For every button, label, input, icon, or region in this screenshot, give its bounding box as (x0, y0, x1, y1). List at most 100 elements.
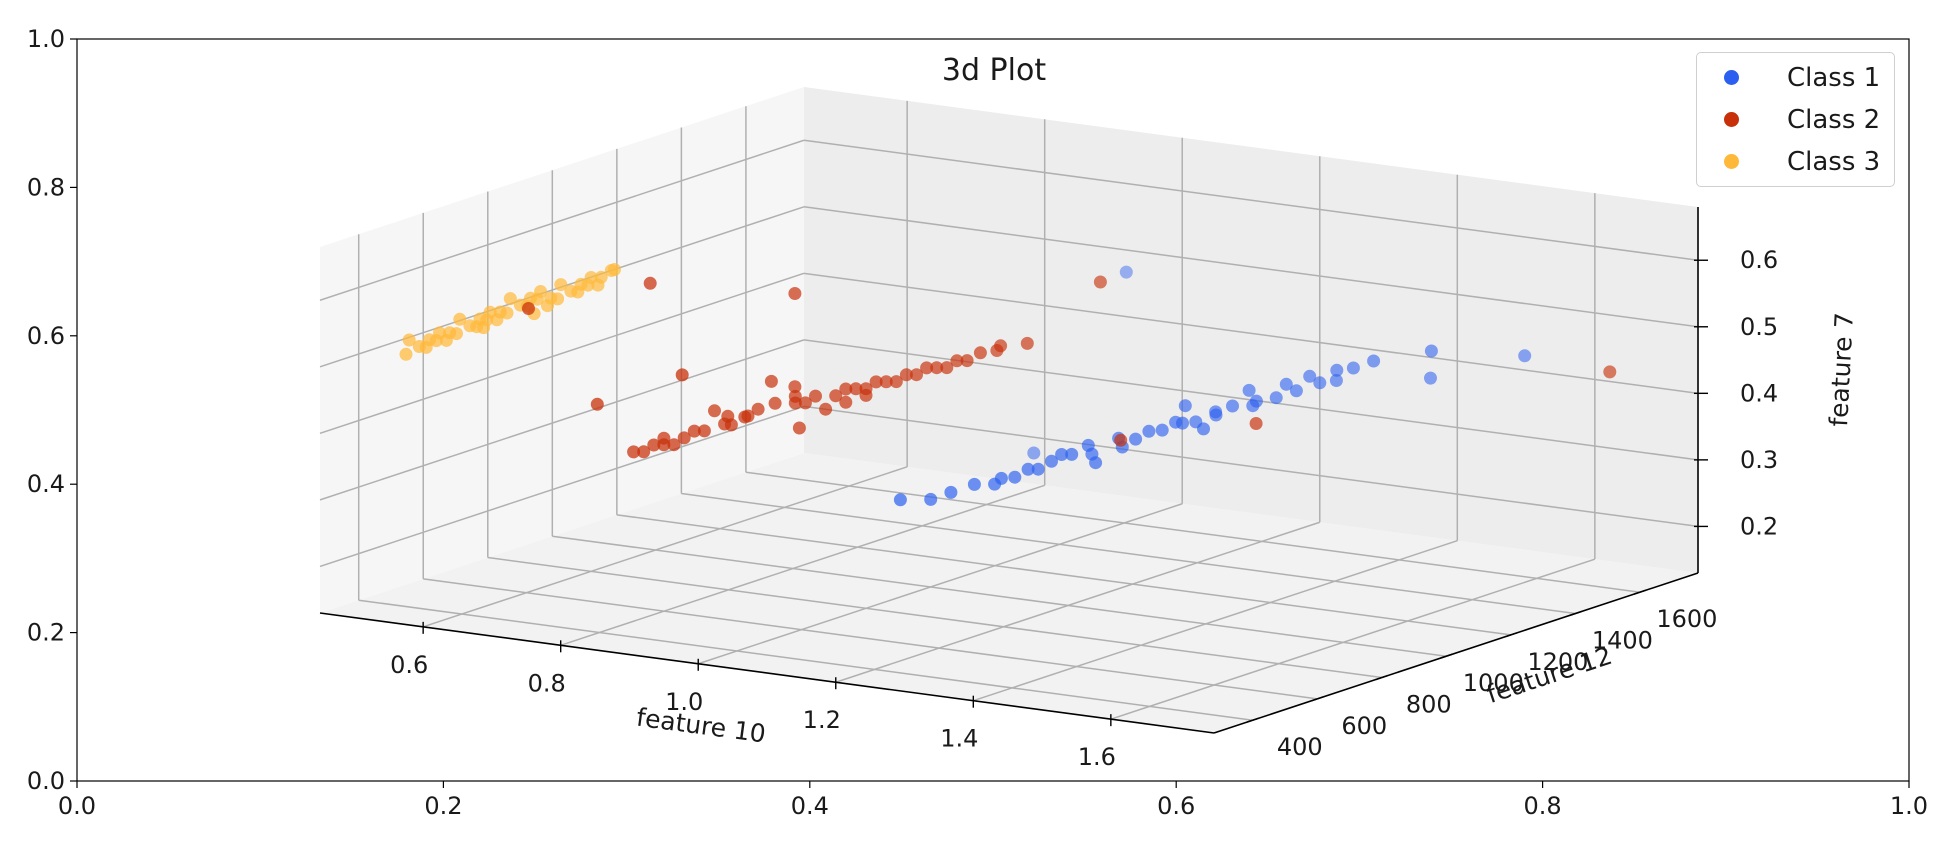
grid-x-floor (973, 539, 1458, 702)
data-point-class-1 (1249, 394, 1263, 408)
x-tick-label: 0.6 (390, 651, 428, 679)
grid-y-floor (552, 535, 1447, 657)
data-point-class-1 (1424, 371, 1437, 385)
legend-marker-class-3 (1724, 154, 1739, 169)
data-point-class-1 (1313, 376, 1327, 390)
x-axis-line (319, 612, 1215, 734)
data-point-class-1 (1155, 423, 1169, 437)
grid-y-floor (423, 578, 1318, 700)
data-point-class-2 (889, 375, 903, 389)
data-point-class-2 (788, 380, 802, 394)
data-point-class-2 (829, 389, 843, 403)
data-point-class-2 (788, 287, 802, 300)
legend-label-class-3: Class 3 (1787, 147, 1881, 177)
data-point-class-1 (1226, 399, 1239, 413)
y-tick-label: 1200 (1527, 648, 1588, 676)
legend-marker-class-2 (1724, 112, 1739, 127)
z-tick-label: 0.5 (1740, 313, 1778, 341)
data-point-class-1 (1142, 424, 1156, 438)
chart-title: 3d Plot (942, 53, 1046, 88)
data-point-class-2 (667, 438, 681, 452)
data-point-class-1 (1269, 391, 1283, 405)
3d-gridlines (319, 100, 1699, 721)
x-tick-label: 1.0 (665, 688, 703, 716)
grid-x-floor (1110, 558, 1596, 720)
data-point-class-2 (697, 424, 711, 438)
data-point-class-2 (627, 445, 641, 459)
data-point-class-2 (788, 396, 802, 410)
legend-label-class-1: Class 1 (1787, 63, 1881, 93)
y-tick-label: 1000 (1463, 669, 1524, 697)
data-point-class-1 (1329, 374, 1343, 387)
data-point-class-2 (1114, 433, 1128, 447)
data-point-class-2 (879, 375, 893, 389)
data-point-class-3 (490, 313, 504, 327)
data-point-class-1 (1279, 377, 1293, 391)
outer-y-tick-label: 0.0 (27, 767, 65, 795)
z-tick-label: 0.3 (1740, 446, 1778, 474)
y-tick (1440, 653, 1453, 659)
data-point-class-1 (1330, 363, 1344, 377)
data-point-class-3 (399, 347, 413, 361)
data-point-class-1 (1027, 446, 1041, 460)
data-point-class-1 (1242, 383, 1256, 397)
data-point-class-2 (657, 438, 671, 452)
grid-z-back (803, 405, 1699, 528)
data-point-class-1 (1303, 369, 1317, 383)
data-point-class-1 (1518, 349, 1532, 363)
data-point-class-2 (637, 445, 651, 459)
outer-x-tick-label: 0.2 (424, 792, 462, 820)
data-point-class-2 (910, 368, 923, 382)
data-point-class-2 (590, 397, 604, 411)
data-point-class-1 (1197, 422, 1210, 436)
data-point-class-1 (1031, 462, 1045, 476)
floor-pane (320, 453, 1698, 733)
y-tick (1375, 674, 1389, 681)
left-pane (320, 87, 804, 613)
data-point-class-3 (477, 321, 491, 335)
data-point-class-1 (1008, 470, 1022, 484)
data-point-class-1 (967, 477, 981, 491)
data-point-class-1 (1089, 456, 1103, 470)
data-point-class-2 (675, 368, 689, 382)
data-point-class-1 (944, 485, 958, 499)
z-tick-label: 0.4 (1740, 379, 1778, 407)
grid-z-left (319, 139, 805, 301)
data-point-class-2 (950, 354, 964, 368)
outer-x-tick-label: 0.0 (58, 792, 96, 820)
data-point-class-1 (1209, 408, 1223, 422)
data-point-class-2 (960, 354, 974, 368)
legend-item-class-1: Class 1 (1697, 57, 1894, 97)
data-point-class-1 (893, 493, 907, 507)
data-point-class-3 (530, 292, 544, 306)
data-point-class-1 (1045, 454, 1058, 468)
grid-y-floor (681, 492, 1576, 615)
y-tick (1504, 632, 1518, 638)
data-point-class-2 (994, 339, 1008, 353)
outer-y-tick-label: 0.8 (27, 173, 65, 201)
data-point-class-2 (859, 382, 873, 396)
y-tick (1569, 610, 1582, 617)
legend-item-class-2: Class 2 (1697, 99, 1894, 139)
data-point-class-3 (591, 278, 605, 292)
data-point-class-3 (604, 264, 618, 277)
grid-z-back (803, 139, 1699, 261)
data-point-class-1 (1289, 384, 1303, 398)
data-point-class-2 (920, 361, 934, 375)
grid-z-left (319, 405, 805, 568)
data-point-class-1 (1367, 354, 1381, 368)
data-point-class-1 (1178, 399, 1192, 413)
grid-x-floor (697, 503, 1183, 665)
grid-y-floor (358, 599, 1253, 721)
data-point-class-2 (738, 410, 752, 424)
outer-x-tick-label: 0.4 (791, 792, 829, 820)
data-point-class-1 (1424, 344, 1438, 358)
outer-y-tick-label: 1.0 (27, 25, 65, 53)
y-tick (1311, 696, 1324, 702)
data-point-class-3 (439, 333, 453, 347)
z-tick-label: 0.2 (1740, 512, 1778, 540)
outer-axes-ticks: 0.0 0.2 0.4 0.6 0.8 1.0 0.0 0.2 0.4 0.6 0.8 1.0 (27, 25, 1928, 820)
data-point-class-2 (724, 418, 738, 432)
legend-label-class-2: Class 2 (1787, 105, 1881, 135)
